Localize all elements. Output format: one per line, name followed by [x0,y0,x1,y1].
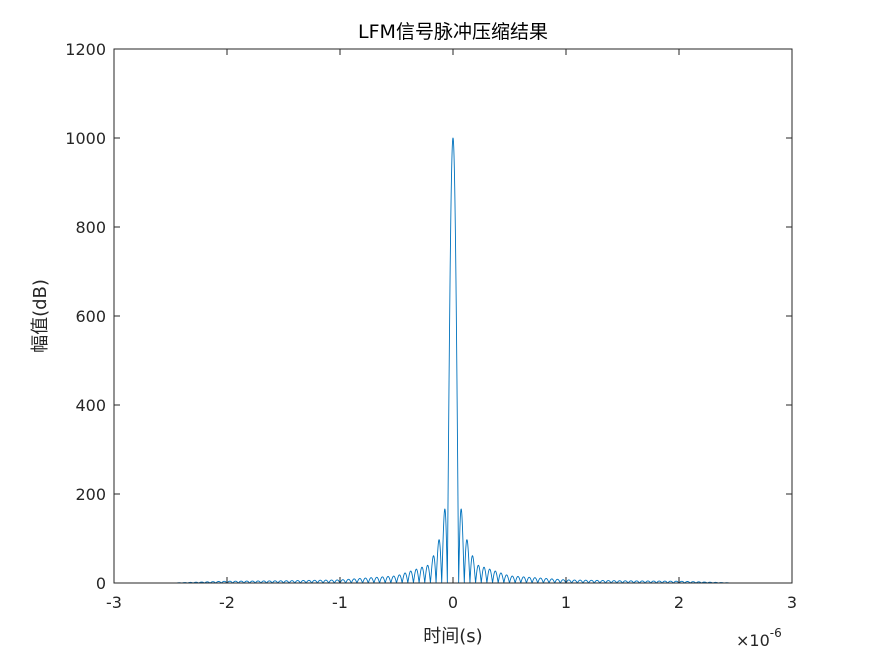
plot-area [114,49,792,583]
pulse-compression-line [170,137,736,584]
x-exponent-power: -6 [770,626,782,640]
data-layer [170,137,736,584]
y-tick-label: 200 [75,485,106,504]
x-tick-label: 3 [787,593,797,612]
x-tick-label: -3 [106,593,122,612]
x-tick-label: 1 [561,593,571,612]
y-axis: 0 200 400 600 800 1000 1200 [65,40,792,593]
x-exponent-label: ×10-6 [736,626,782,650]
y-axis-label: 幅值(dB) [30,279,51,353]
x-exponent-base: ×10 [736,631,770,650]
y-tick-label: 400 [75,396,106,415]
y-tick-label: 600 [75,307,106,326]
y-tick-label: 1000 [65,129,106,148]
x-axis: -3 -2 -1 0 1 2 3 [106,49,797,612]
y-tick-label: 800 [75,218,106,237]
x-tick-label: 0 [448,593,458,612]
y-tick-label: 1200 [65,40,106,59]
x-tick-label: 2 [674,593,684,612]
chart-title: LFM信号脉冲压缩结果 [358,21,548,43]
y-tick-label: 0 [96,574,106,593]
x-tick-label: -1 [332,593,348,612]
x-tick-label: -2 [219,593,235,612]
x-axis-label: 时间(s) [423,626,482,647]
